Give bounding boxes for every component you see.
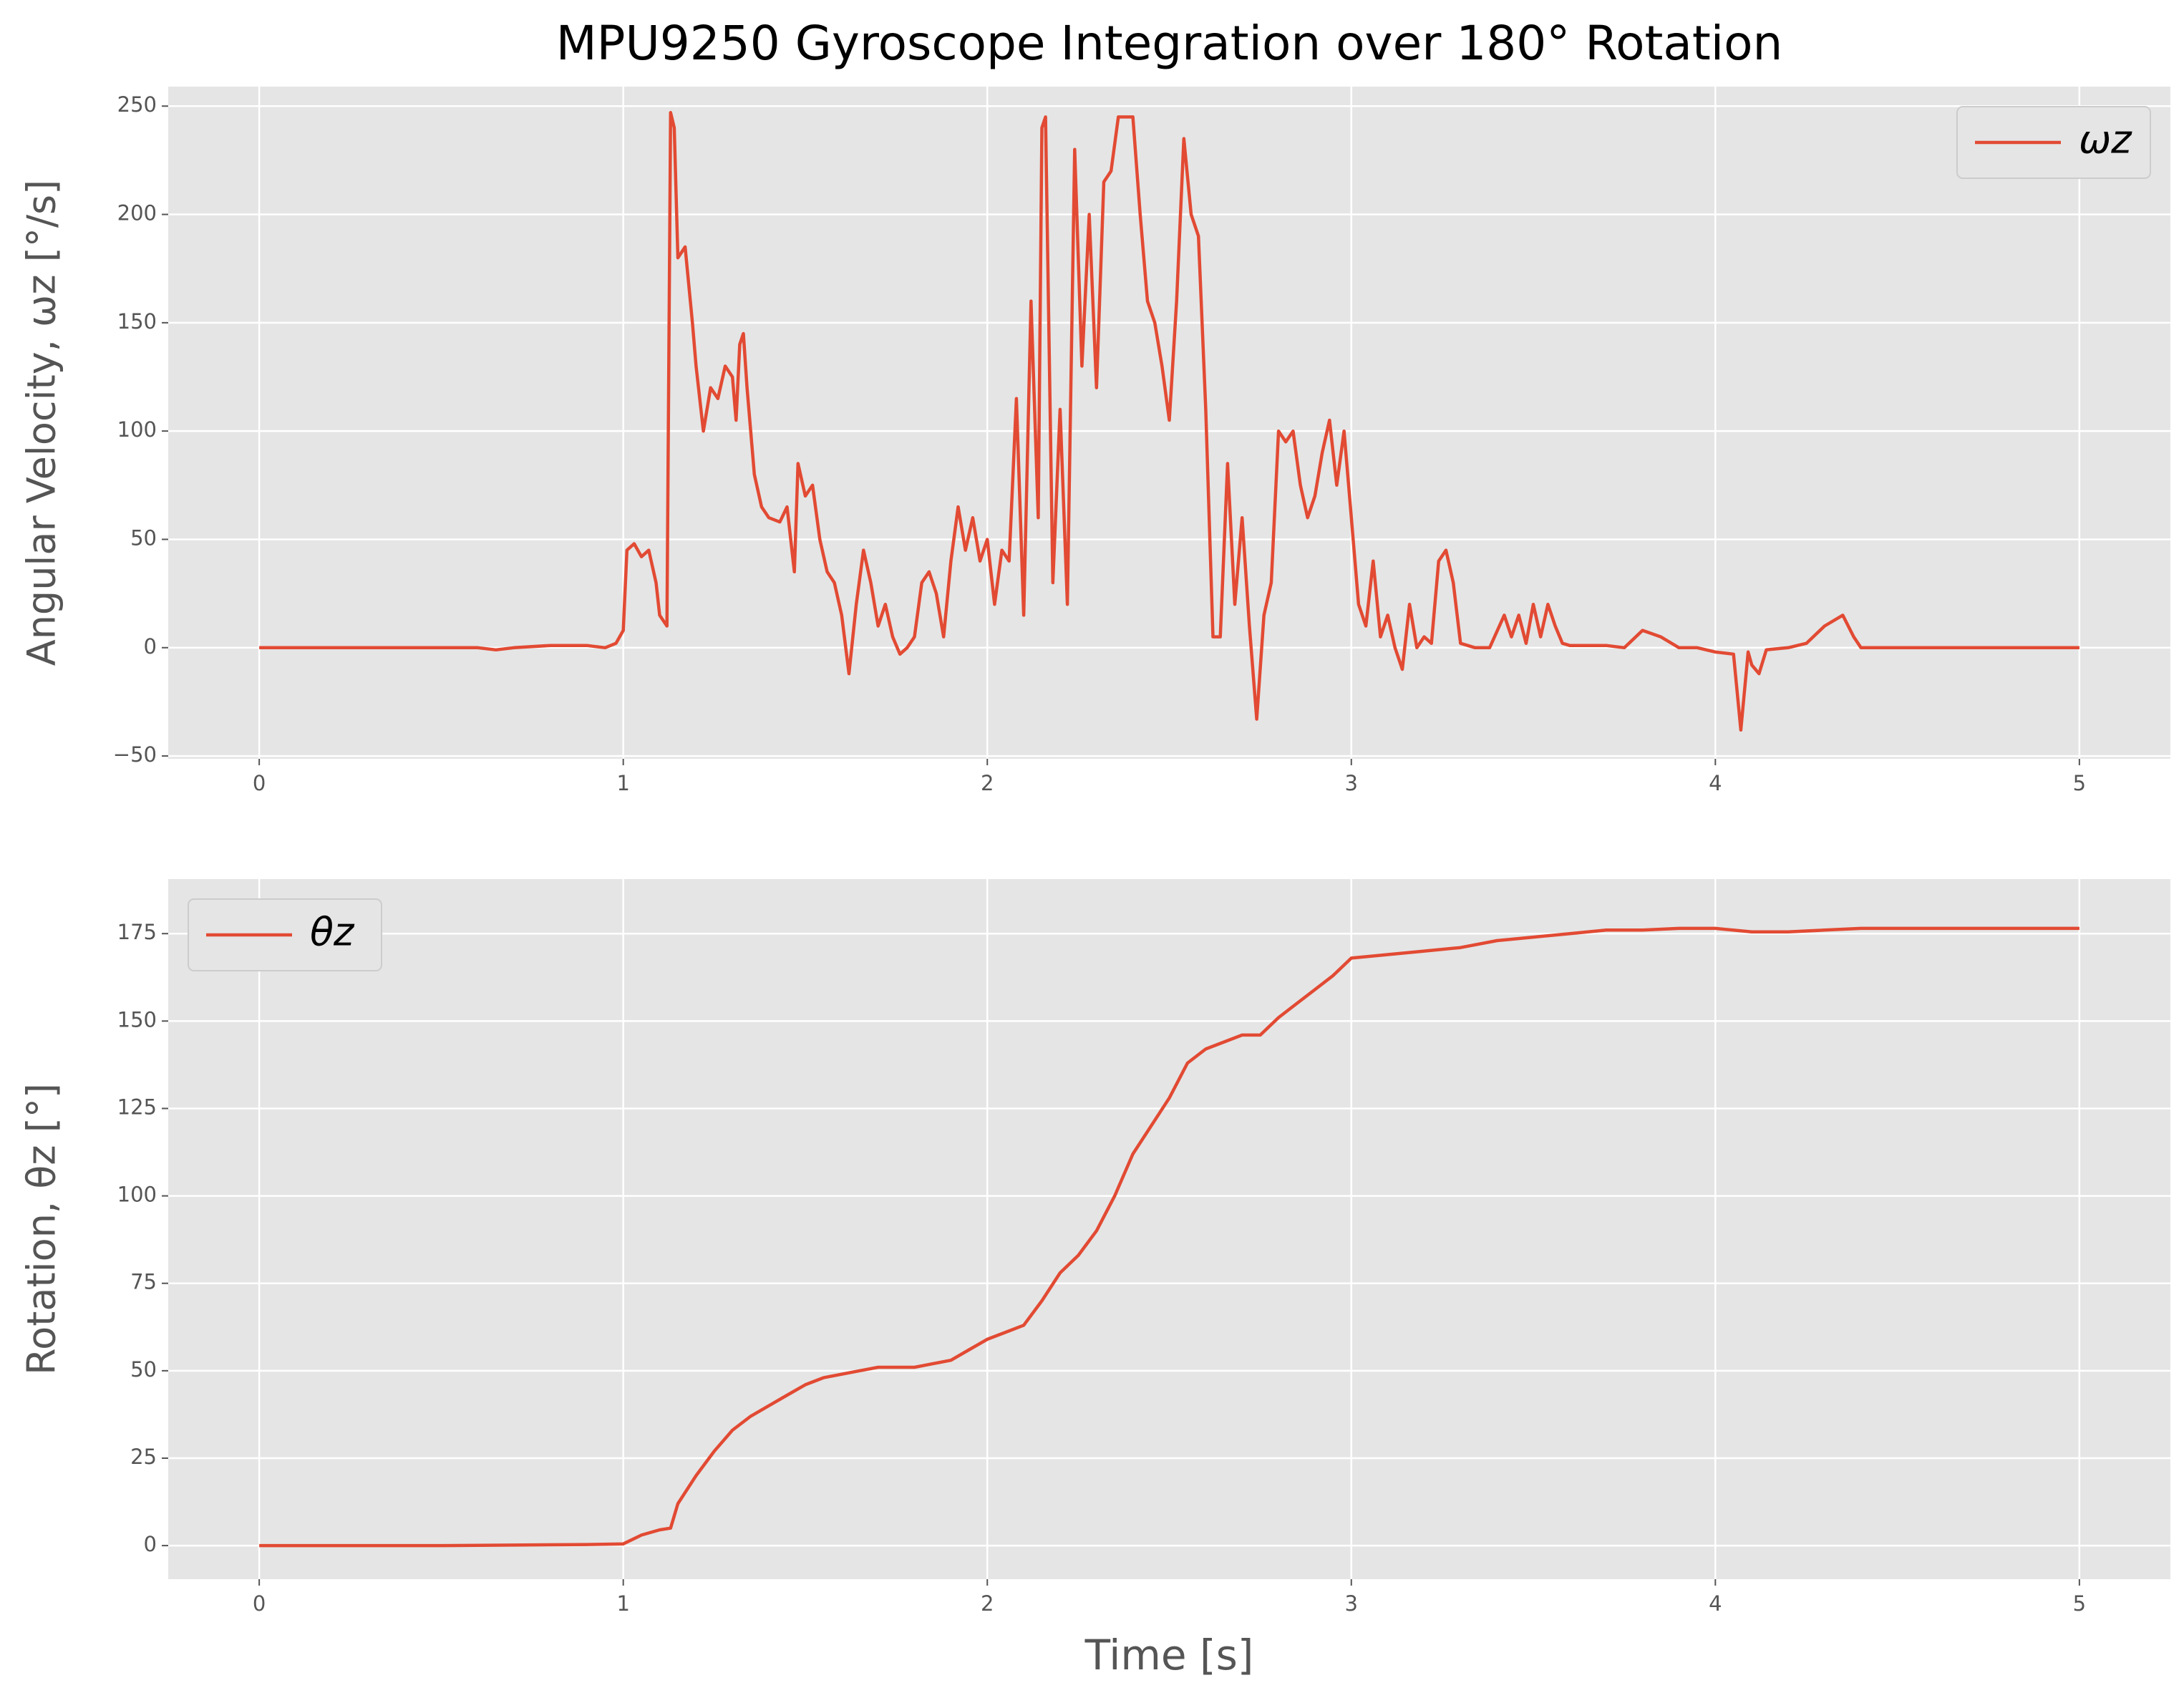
- data-line: [259, 926, 2079, 1548]
- x-tick-label: 1: [616, 1591, 629, 1616]
- y-tick-label: 150: [117, 1007, 157, 1032]
- y-tick-label: 100: [117, 1183, 157, 1207]
- y-axis-label: Rotation, θz [°]: [19, 1083, 64, 1375]
- plot-area: [168, 879, 2170, 1579]
- y-tick-label: 50: [130, 1357, 157, 1382]
- x-tick-label: 3: [1345, 771, 1358, 795]
- y-tick-label: 150: [117, 309, 157, 334]
- y-tick-label: 75: [130, 1270, 157, 1294]
- legend-label: ωz: [2079, 117, 2132, 162]
- plot-area: [168, 87, 2170, 759]
- legend-label: θz: [310, 910, 355, 955]
- x-tick-label: 3: [1345, 1591, 1358, 1616]
- y-tick-label: 125: [117, 1095, 157, 1119]
- x-tick-label: 4: [1709, 1591, 1722, 1616]
- chart-title: MPU9250 Gyroscope Integration over 180° …: [556, 16, 1783, 71]
- y-tick-label: 100: [117, 417, 157, 442]
- y-tick-label: 0: [144, 634, 157, 659]
- data-line: [259, 111, 2079, 732]
- x-tick-label: 2: [981, 771, 994, 795]
- x-tick-label: 4: [1709, 771, 1722, 795]
- y-tick-label: 200: [117, 201, 157, 225]
- y-tick-label: −50: [113, 742, 157, 767]
- y-tick-label: 50: [130, 525, 157, 550]
- y-tick-label: 250: [117, 92, 157, 117]
- y-axis-label: Angular Velocity, ωz [°/s]: [19, 180, 64, 666]
- y-tick-label: 175: [117, 920, 157, 944]
- x-tick-label: 5: [2073, 1591, 2086, 1616]
- x-axis-label: Time [s]: [1084, 1631, 1254, 1679]
- x-tick-label: 0: [253, 1591, 266, 1616]
- y-tick-label: 0: [144, 1532, 157, 1556]
- x-tick-label: 2: [981, 1591, 994, 1616]
- x-tick-label: 5: [2073, 771, 2086, 795]
- y-tick-label: 25: [130, 1445, 157, 1469]
- x-tick-label: 0: [253, 771, 266, 795]
- x-tick-label: 1: [616, 771, 629, 795]
